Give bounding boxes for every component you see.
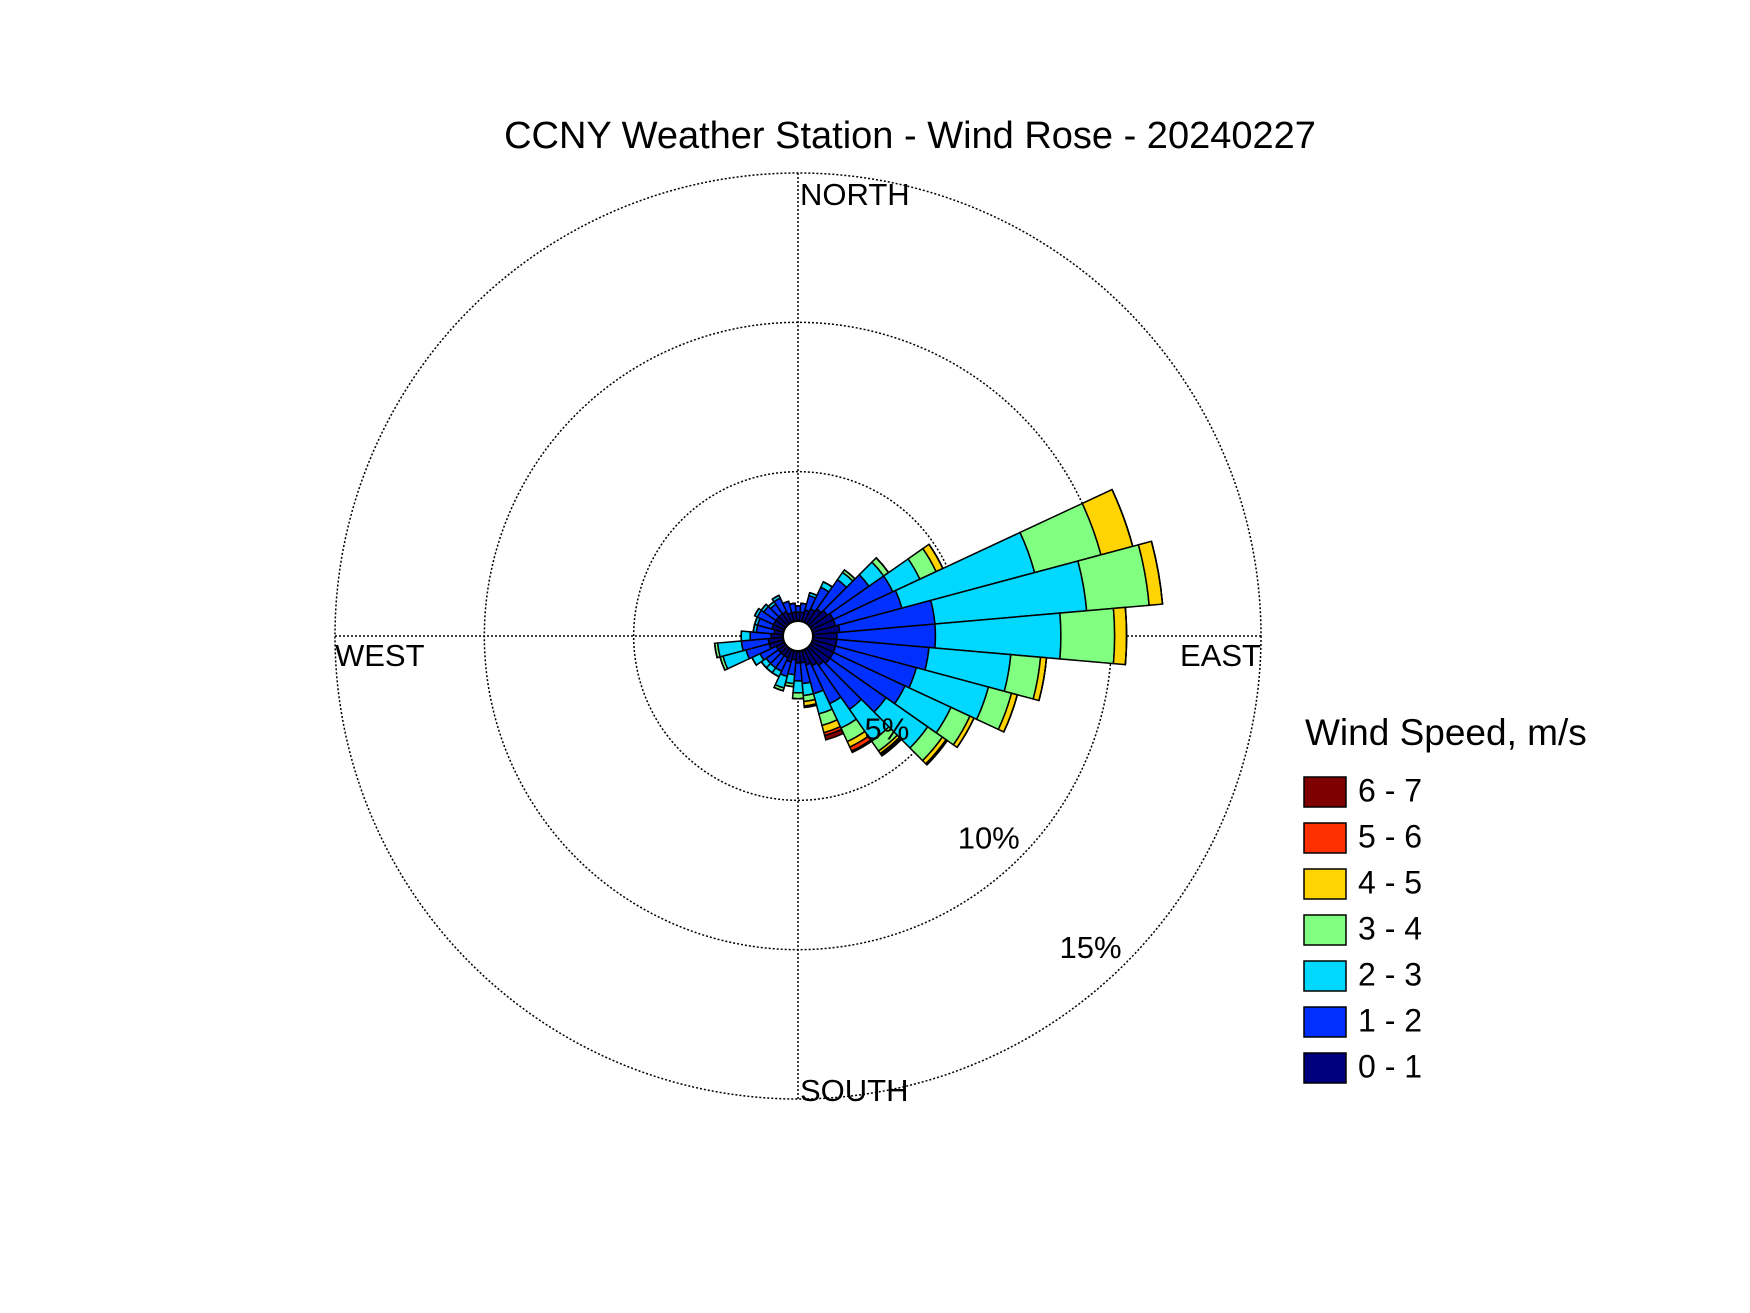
wind-segment	[773, 686, 784, 692]
legend-swatch	[1303, 822, 1347, 854]
legend-label: 3 - 4	[1358, 910, 1422, 946]
center-hole	[782, 620, 814, 652]
r-tick-label: 5%	[864, 712, 909, 747]
legend-label: 2 - 3	[1358, 956, 1422, 992]
legend-swatch	[1303, 776, 1347, 808]
legend-swatch	[1303, 960, 1347, 992]
wind-segment	[1112, 606, 1128, 666]
legend-swatch	[1303, 1006, 1347, 1038]
wind-segment	[1059, 607, 1116, 665]
wind-segment	[1124, 607, 1128, 665]
wind-segment	[926, 740, 948, 766]
r-tick-label: 15%	[1060, 930, 1122, 965]
wind-segment	[850, 738, 873, 754]
legend-swatch	[1303, 868, 1347, 900]
legend-swatch	[1303, 1052, 1347, 1084]
wind-segment	[823, 728, 845, 741]
legend-label: 5 - 6	[1358, 818, 1422, 854]
wind-segment	[880, 737, 903, 757]
direction-label: EAST	[1180, 638, 1261, 673]
legend-label: 1 - 2	[1358, 1002, 1422, 1038]
legend-label: 0 - 1	[1358, 1048, 1422, 1084]
direction-label: NORTH	[800, 177, 910, 212]
wind-segment	[740, 630, 752, 642]
r-tick-label: 10%	[958, 821, 1020, 856]
legend-swatch	[1303, 914, 1347, 946]
chart-title: CCNY Weather Station - Wind Rose - 20240…	[504, 115, 1316, 157]
direction-label: SOUTH	[800, 1073, 909, 1108]
legend-label: 6 - 7	[1358, 772, 1422, 808]
wind-segment	[760, 603, 767, 611]
grid-ring	[334, 172, 1262, 1100]
legend-title: Wind Speed, m/s	[1305, 712, 1587, 753]
wind-segment	[791, 691, 805, 700]
legend-label: 4 - 5	[1358, 864, 1422, 900]
direction-label: WEST	[335, 638, 425, 673]
